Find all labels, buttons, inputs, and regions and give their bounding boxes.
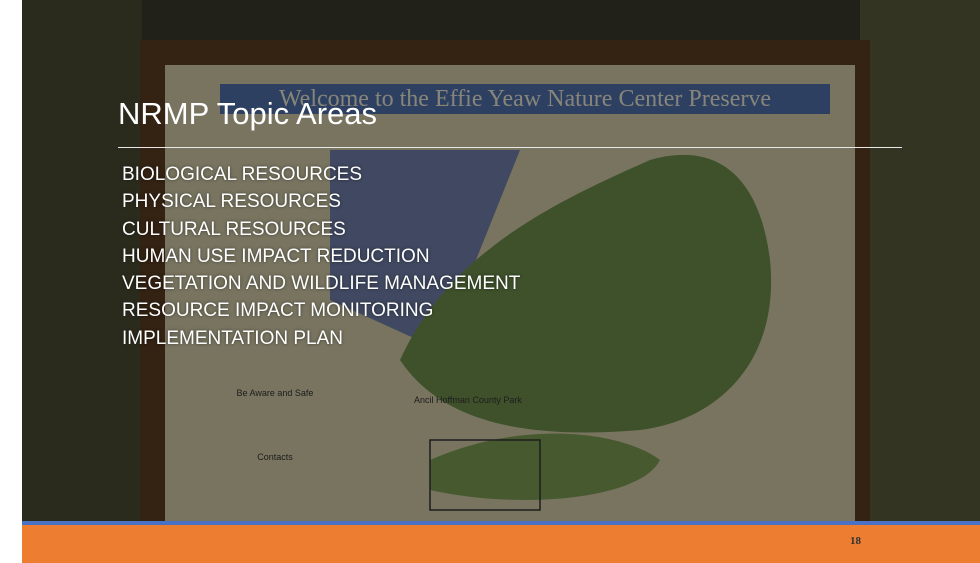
topic-item: CULTURAL RESOURCES xyxy=(122,216,520,243)
slide: Welcome to the Effie Yeaw Nature Center … xyxy=(0,0,980,563)
topic-item: BIOLOGICAL RESOURCES xyxy=(122,161,520,188)
page-number: 18 xyxy=(850,535,861,547)
topic-item: IMPLEMENTATION PLAN xyxy=(122,325,520,352)
slide-title: NRMP Topic Areas xyxy=(118,96,377,132)
topic-item: HUMAN USE IMPACT REDUCTION xyxy=(122,243,520,270)
topic-item: PHYSICAL RESOURCES xyxy=(122,188,520,215)
topic-item: VEGETATION AND WILDLIFE MANAGEMENT xyxy=(122,270,520,297)
topic-item: RESOURCE IMPACT MONITORING xyxy=(122,297,520,324)
title-rule xyxy=(118,147,902,148)
